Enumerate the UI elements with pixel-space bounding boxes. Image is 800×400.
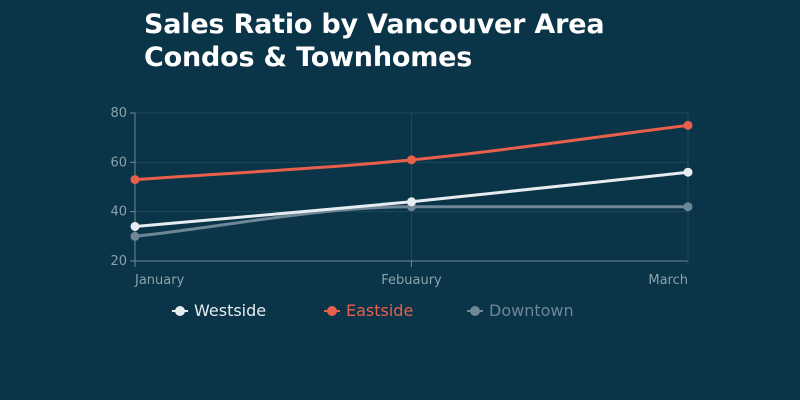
chart-title-line-1: Sales Ratio by Vancouver Area (144, 9, 605, 40)
legend-marker-westside (172, 305, 188, 317)
legend-item-downtown[interactable]: Downtown (467, 301, 574, 320)
y-tick-label-60: 60 (110, 155, 127, 170)
legend-marker-downtown (467, 305, 483, 317)
data-point-eastside-1 (407, 155, 416, 165)
chart-title: Sales Ratio by Vancouver Area Condos & T… (144, 8, 605, 74)
legend-item-westside[interactable]: Westside (172, 301, 266, 320)
data-point-downtown-2 (683, 202, 693, 212)
x-tick-label-january: January (134, 273, 185, 288)
data-point-westside-2 (683, 167, 693, 177)
legend-item-eastside[interactable]: Eastside (324, 301, 413, 320)
legend-marker-eastside (324, 305, 340, 317)
x-tick-label-march: March (648, 273, 688, 288)
data-point-westside-0 (130, 221, 140, 231)
legend-label-eastside: Eastside (346, 301, 414, 320)
x-tick-label-febuaury: Febuaury (381, 273, 442, 288)
chart-title-line-2: Condos & Townhomes (144, 42, 473, 73)
legend-label-downtown: Downtown (489, 301, 574, 320)
y-tick-label-80: 80 (110, 106, 127, 121)
legend-label-westside: Westside (194, 301, 267, 320)
data-point-eastside-0 (130, 175, 140, 185)
y-tick-label-20: 20 (110, 254, 127, 269)
data-point-downtown-0 (130, 231, 140, 241)
data-point-westside-1 (407, 197, 416, 207)
y-tick-label-40: 40 (110, 205, 127, 220)
data-point-eastside-2 (683, 120, 693, 130)
